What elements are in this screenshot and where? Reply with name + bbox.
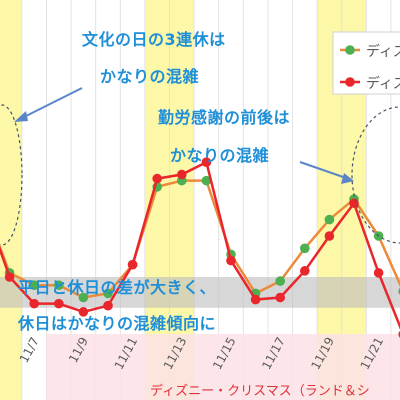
event-band-label: ディズニー・クリスマス（ランド＆シ: [150, 384, 370, 399]
series-1-point: [54, 280, 64, 291]
legend-swatch-marker: [345, 45, 355, 55]
series-2-point: [275, 292, 286, 303]
series-2-point: [373, 268, 384, 278]
reference-band: [0, 277, 400, 308]
series-2-point: [324, 231, 335, 241]
legend-label-series-1: ディズ: [366, 44, 400, 60]
highlight-band: [144, 0, 170, 400]
series-2-point: [78, 307, 89, 317]
series-2-point: [127, 259, 138, 270]
series-2-point: [4, 272, 15, 282]
series-2-point: [349, 198, 359, 208]
series-2-point: [177, 169, 187, 180]
event-band-rect: [46, 334, 400, 400]
series-2-point: [300, 266, 310, 276]
callout-arrow-right: [299, 161, 347, 179]
series-2-point: [250, 294, 261, 305]
series-1-point: [29, 280, 39, 291]
series-1-point: [300, 243, 310, 254]
reference-band-rect: [0, 277, 400, 308]
series-1-point: [78, 292, 89, 303]
annotation-weekday-sub: 休日はかなりの混雑傾向に: [18, 314, 217, 333]
series-layer: [0, 157, 400, 338]
annotation-kinro-title: 勤労感謝の前後は: [158, 108, 291, 127]
callout-arrow-left: [21, 87, 83, 119]
series-1-point: [275, 276, 286, 286]
annotation-bunka-title: 文化の日の3連休は: [82, 30, 226, 49]
series-2-point: [201, 157, 212, 167]
series-1-point: [103, 288, 113, 299]
event-band: [46, 334, 400, 400]
callout-ellipse-left: [0, 104, 23, 246]
series-2-point: [103, 300, 113, 311]
series-2-point: [152, 173, 162, 184]
series-1-point: [324, 214, 335, 225]
series-2-point: [29, 298, 39, 309]
highlight-band: [169, 0, 195, 400]
callout-shapes: [0, 87, 400, 246]
legend-box: [332, 31, 400, 95]
callout-arrowhead-left: [14, 111, 28, 122]
legend-label-series-2: ディズ: [366, 76, 400, 92]
series-2-point: [54, 298, 64, 309]
legend-swatch-marker: [345, 77, 355, 87]
annotation-weekday-title: 平日と休日の差が大きく、: [18, 278, 217, 297]
series-2-point: [226, 255, 236, 266]
highlight-band: [0, 0, 22, 400]
legend: [332, 31, 400, 95]
annotation-kinro-sub: かなりの混雑: [170, 146, 270, 165]
callout-arrowhead-right: [341, 173, 354, 184]
annotation-bunka-sub: かなりの混雑: [100, 67, 200, 86]
series-1-point: [201, 175, 212, 186]
